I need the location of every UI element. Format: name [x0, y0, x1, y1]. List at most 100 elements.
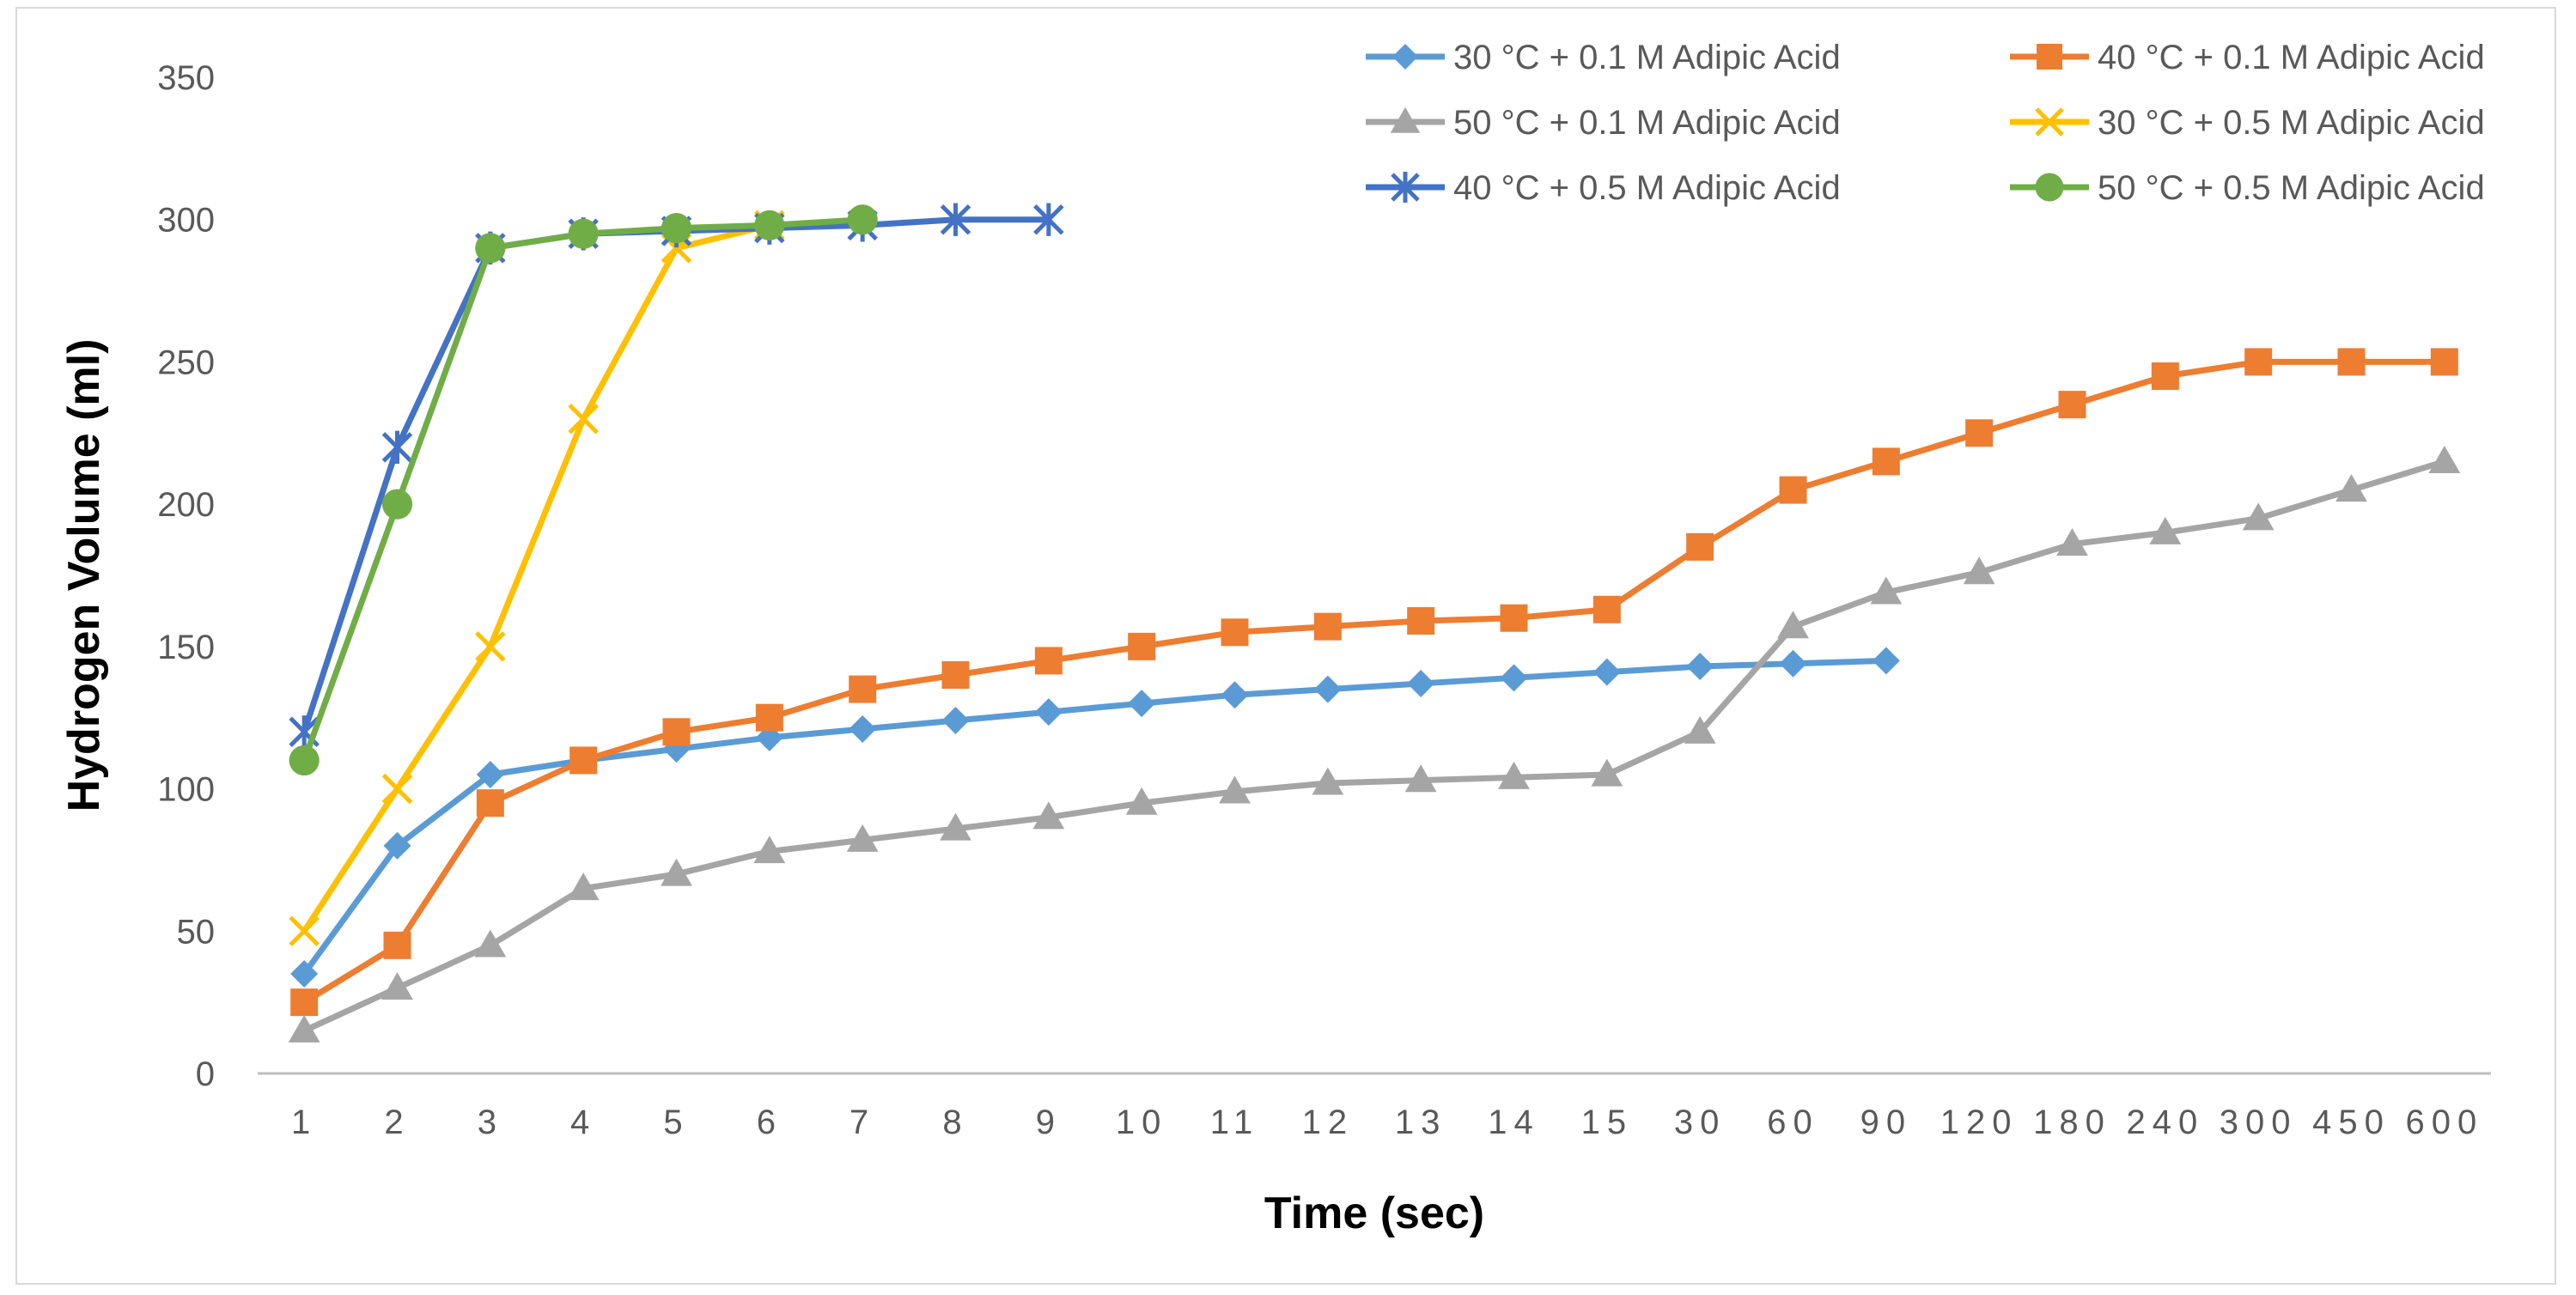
x-tick-label: 4: [570, 1103, 596, 1141]
x-tick-label: 9: [1036, 1103, 1062, 1141]
data-point: [474, 929, 507, 958]
data-point: [661, 858, 692, 886]
data-point: [2058, 391, 2086, 419]
data-point: [1221, 681, 1249, 709]
series-line: [301, 458, 2448, 1034]
series-4: [289, 210, 785, 947]
x-tick-label: 11: [1210, 1103, 1260, 1141]
legend-item: 50 °C + 0.1 M Adipic Acid: [1366, 104, 1841, 142]
data-point: [1779, 476, 1807, 504]
data-point: [381, 489, 413, 520]
data-point: [755, 703, 783, 732]
x-tick-label: 12: [1302, 1103, 1355, 1141]
y-tick-label: 50: [177, 913, 216, 951]
legend-label: 40 °C + 0.5 M Adipic Acid: [1453, 169, 1841, 207]
data-point: [2149, 516, 2182, 544]
data-point: [941, 661, 970, 689]
legend-label: 50 °C + 0.5 M Adipic Acid: [2098, 169, 2485, 207]
data-point: [381, 773, 413, 805]
data-point: [1219, 775, 1251, 804]
series-layer: [288, 203, 2461, 1043]
data-point: [1779, 649, 1807, 678]
y-tick-label: 100: [157, 771, 215, 809]
data-point: [1684, 715, 1716, 744]
legend-item: 30 °C + 0.5 M Adipic Acid: [2010, 104, 2485, 142]
data-point: [1313, 612, 1342, 641]
legend-marker: [2037, 44, 2062, 70]
data-point: [2242, 502, 2275, 531]
x-tick-label: 450: [2312, 1103, 2390, 1141]
y-axis-title: Hydrogen Volume (ml): [59, 339, 109, 812]
data-point: [290, 960, 319, 988]
data-point: [846, 824, 879, 852]
data-point: [2335, 474, 2367, 502]
data-point: [849, 675, 877, 703]
data-point: [940, 812, 971, 841]
data-point: [1032, 801, 1065, 830]
data-point: [1407, 607, 1435, 635]
x-tick-label: 14: [1488, 1103, 1540, 1141]
data-point: [1125, 787, 1158, 815]
series-line: [301, 358, 2448, 1006]
legend: 30 °C + 0.1 M Adipic Acid 40 °C + 0.1 M A…: [1366, 39, 2485, 207]
data-point: [383, 831, 411, 860]
y-tick-label: 300: [157, 202, 215, 240]
series-1: [290, 647, 1900, 988]
x-tick-label: 5: [663, 1103, 689, 1141]
data-point: [1034, 698, 1063, 727]
data-point: [568, 218, 599, 249]
data-point: [1033, 203, 1064, 236]
x-tick-label: 3: [478, 1103, 503, 1141]
x-tick-label: 13: [1395, 1103, 1447, 1141]
legend-marker: [2035, 107, 2064, 137]
series-2: [290, 348, 2458, 1017]
x-tick-label: 240: [2126, 1103, 2204, 1141]
x-tick-label: 180: [2033, 1103, 2111, 1141]
legend-label: 30 °C + 0.5 M Adipic Acid: [2098, 104, 2485, 142]
y-tick-label: 0: [196, 1055, 215, 1093]
data-point: [289, 915, 320, 947]
x-tick-label: 8: [942, 1103, 968, 1141]
series-line: [301, 216, 866, 763]
data-point: [476, 789, 504, 818]
data-point: [1686, 653, 1714, 681]
data-point: [1500, 664, 1528, 692]
data-point: [1313, 675, 1342, 703]
legend-label: 30 °C + 0.1 M Adipic Acid: [1453, 39, 1841, 76]
x-tick-label: 2: [384, 1103, 410, 1141]
x-tick-label: 10: [1116, 1103, 1168, 1141]
data-point: [754, 210, 785, 240]
data-point: [475, 631, 506, 662]
series-line: [301, 657, 1890, 977]
x-tick-label: 7: [850, 1103, 875, 1141]
data-point: [849, 714, 877, 743]
data-point: [1870, 576, 1903, 605]
data-point: [940, 203, 971, 236]
x-tick-label: 30: [1674, 1103, 1726, 1141]
data-point: [753, 836, 786, 864]
x-tick-label: 15: [1581, 1103, 1634, 1141]
x-tick-label: 60: [1767, 1103, 1819, 1141]
data-point: [1034, 647, 1063, 675]
data-point: [2428, 446, 2461, 474]
legend-label: 50 °C + 0.1 M Adipic Acid: [1453, 104, 1841, 142]
data-point: [288, 1014, 320, 1043]
data-point: [1221, 618, 1249, 647]
data-point: [1591, 758, 1623, 787]
data-point: [1498, 761, 1530, 789]
data-point: [1128, 690, 1156, 718]
data-point: [1592, 595, 1621, 623]
legend-marker: [2035, 173, 2064, 202]
data-point: [569, 746, 598, 775]
series-3: [288, 446, 2461, 1043]
data-point: [381, 972, 413, 1000]
x-tick-label: 300: [2220, 1103, 2298, 1141]
data-point: [1312, 767, 1344, 795]
y-tick-label: 200: [157, 486, 215, 524]
x-tick-label: 120: [1940, 1103, 2019, 1141]
data-point: [1592, 658, 1621, 686]
legend-marker: [1392, 44, 1418, 70]
data-point: [1872, 647, 1900, 675]
series-line: [301, 222, 773, 934]
legend-label: 40 °C + 0.1 M Adipic Acid: [2098, 39, 2485, 76]
